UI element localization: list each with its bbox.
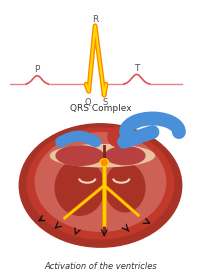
Ellipse shape <box>56 146 103 165</box>
Ellipse shape <box>27 128 173 239</box>
Text: Q: Q <box>84 98 90 107</box>
Text: T: T <box>133 64 139 73</box>
Ellipse shape <box>105 147 144 165</box>
Text: S: S <box>102 98 108 107</box>
Text: P: P <box>34 65 40 74</box>
Ellipse shape <box>105 163 144 212</box>
Text: Activation of the ventricles: Activation of the ventricles <box>44 262 156 271</box>
Ellipse shape <box>100 159 108 166</box>
Text: QRS Complex: QRS Complex <box>69 104 131 113</box>
Ellipse shape <box>101 160 107 165</box>
Ellipse shape <box>19 124 181 247</box>
Ellipse shape <box>55 160 104 215</box>
Ellipse shape <box>108 127 126 147</box>
Text: R: R <box>91 15 98 24</box>
Ellipse shape <box>50 144 154 167</box>
Ellipse shape <box>35 133 165 231</box>
